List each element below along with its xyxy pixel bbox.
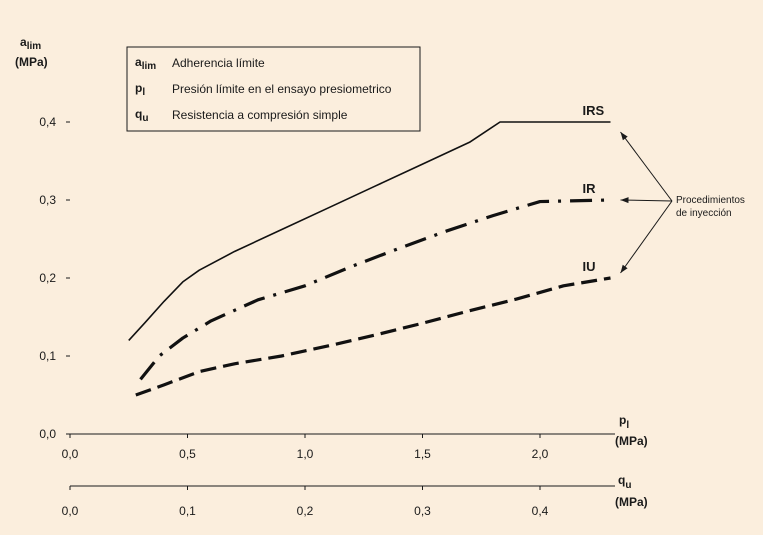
y-tick-label: 0,1 — [39, 349, 56, 363]
annotation-arrow-iu — [620, 200, 673, 274]
x-ticks: 0,0 0,5 1,0 1,5 2,0 — [62, 434, 549, 461]
svg-text:pl: pl — [135, 81, 145, 98]
legend-item-qu: qu Resistencia a compresión simple — [135, 107, 348, 124]
annotation-arrow-ir — [620, 199, 673, 202]
x-tick-label: 1,0 — [297, 447, 314, 461]
x-axis-title: pl — [619, 413, 629, 431]
x2-tick-label: 0,4 — [532, 504, 549, 518]
series-label-irs: IRS — [583, 103, 605, 118]
x-tick-label: 1,5 — [414, 447, 431, 461]
series-label-ir: IR — [583, 181, 597, 196]
arrow-head-icon — [620, 264, 628, 273]
y-tick-label: 0,2 — [39, 271, 56, 285]
x2-ticks: 0,0 0,1 0,2 0,3 0,4 — [62, 486, 549, 518]
x-axis-unit: (MPa) — [615, 434, 648, 448]
svg-text:Presión límite en el ensayo pr: Presión límite en el ensayo presiometric… — [172, 82, 392, 96]
svg-text:qu: qu — [135, 107, 148, 124]
x-tick-label: 2,0 — [532, 447, 549, 461]
svg-text:Adherencia límite: Adherencia límite — [172, 56, 265, 70]
annotation-line2: de inyección — [676, 208, 732, 219]
annotation-arrows — [620, 131, 673, 274]
series-line-irs — [128, 121, 611, 341]
y-ticks: 0,0 0,1 0,2 0,3 0,4 — [39, 115, 70, 441]
y-axis-unit: (MPa) — [15, 55, 48, 69]
series-line-iu — [135, 276, 611, 397]
series-label-iu: IU — [583, 259, 596, 274]
arrow-head-icon — [620, 197, 629, 204]
y-tick-label: 0,4 — [39, 115, 56, 129]
x2-tick-label: 0,3 — [414, 504, 431, 518]
series-line-ir — [139, 198, 611, 381]
y-tick-label: 0,3 — [39, 193, 56, 207]
annotation-line1: Procedimientos — [676, 195, 745, 206]
x2-tick-label: 0,2 — [297, 504, 314, 518]
svg-text:alim: alim — [135, 55, 156, 72]
x2-axis-title: qu — [618, 473, 631, 491]
x2-tick-label: 0,1 — [179, 504, 196, 518]
x2-axis-unit: (MPa) — [615, 495, 648, 509]
y-tick-label: 0,0 — [39, 427, 56, 441]
y-axis-title: alim — [20, 35, 41, 52]
annotation: Procedimientos de inyección — [676, 195, 745, 219]
legend-item-alim: alim Adherencia límite — [135, 55, 265, 72]
annotation-arrow-irs — [620, 131, 673, 202]
arrow-head-icon — [620, 132, 628, 141]
x-tick-label: 0,5 — [179, 447, 196, 461]
x2-tick-label: 0,0 — [62, 504, 79, 518]
series-layer: IRS IR IU — [128, 103, 611, 397]
svg-text:Resistencia a compresión simpl: Resistencia a compresión simple — [172, 108, 348, 122]
x-tick-label: 0,0 — [62, 447, 79, 461]
legend-item-pl: pl Presión límite en el ensayo presiomet… — [135, 81, 392, 98]
legend-box — [126, 46, 421, 132]
legend: alim Adherencia límite pl Presión límite… — [126, 46, 421, 132]
